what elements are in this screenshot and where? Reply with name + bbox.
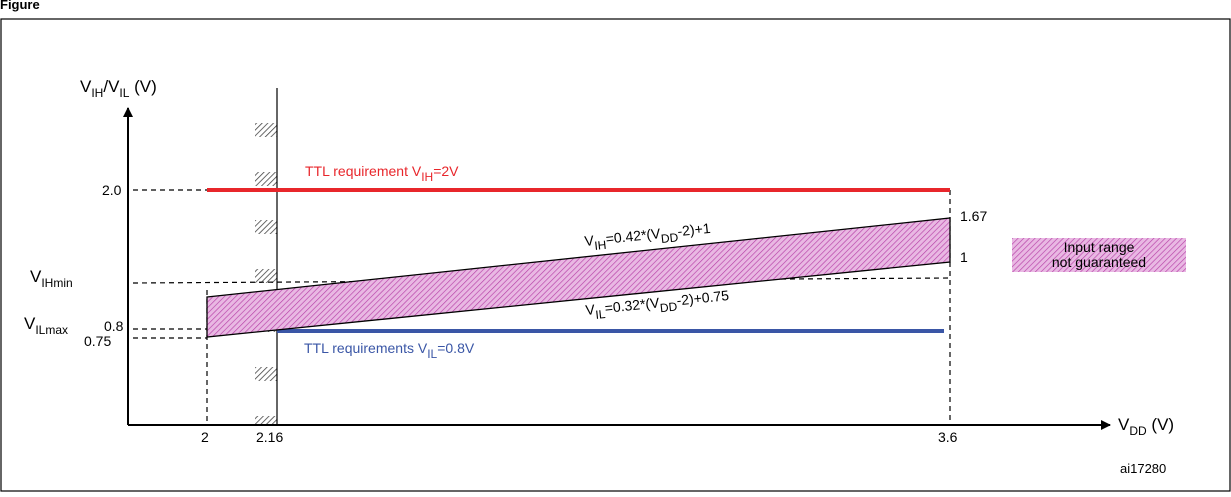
legend-line-1: Input range	[1064, 239, 1135, 255]
y-tick-2-0: 2.0	[102, 182, 122, 198]
y-axis-label: VIH/VIL (V)	[80, 77, 157, 100]
y-tick-vihmin: VIHmin	[30, 267, 73, 290]
value-1-67: 1.67	[960, 208, 987, 224]
vil-equation: VIL=0.32*(VDD-2)+0.75	[585, 287, 731, 323]
y-tick-0-75: 0.75	[84, 333, 111, 349]
input-range-band	[206, 217, 951, 338]
figure-border	[0, 18, 1231, 492]
x-tick-2-16: 2.16	[256, 429, 283, 445]
hatched-band	[255, 123, 277, 426]
ttl-vil-label: TTL requirements VIL=0.8V	[304, 340, 475, 361]
value-1: 1	[960, 249, 968, 265]
reference-code: ai17280	[1120, 461, 1166, 476]
legend-line-2: not guaranteed	[1052, 254, 1146, 270]
ttl-vih-label: TTL requirement VIH=2V	[305, 163, 459, 184]
x-tick-2: 2	[201, 429, 209, 445]
legend-swatch	[1012, 238, 1186, 272]
y-tick-vilmax: VILmax	[24, 314, 68, 337]
x-tick-3-6: 3.6	[938, 429, 958, 445]
figure-title-fragment: Figure	[0, 0, 40, 12]
x-axis-label: VDD (V)	[1118, 415, 1174, 438]
vih-equation: VIH=0.42*(VDD-2)+1	[584, 220, 712, 254]
legend: Input range not guaranteed	[1012, 238, 1186, 272]
y-tick-0-8: 0.8	[104, 318, 124, 334]
